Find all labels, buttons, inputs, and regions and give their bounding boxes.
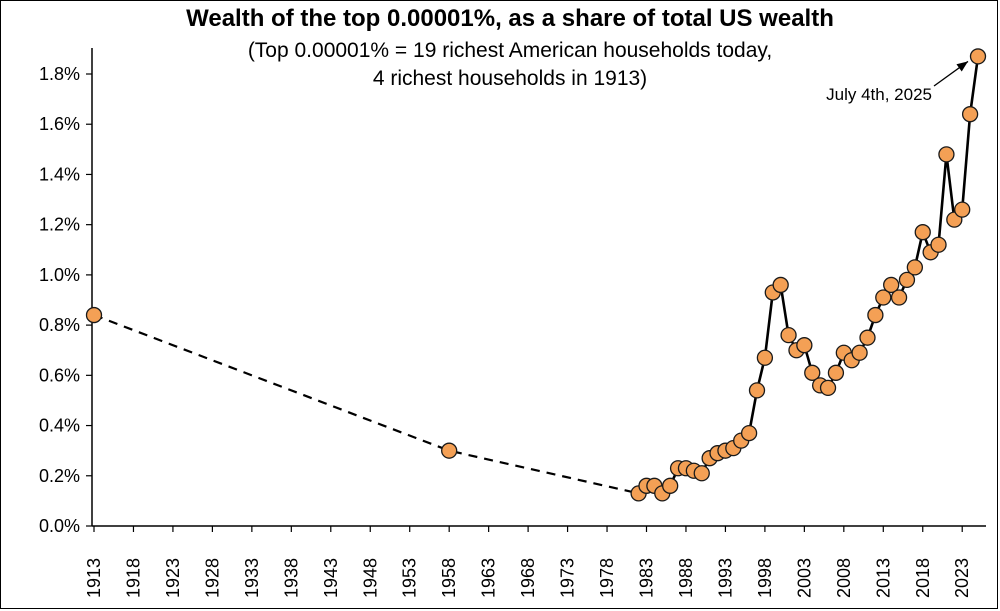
- data-point: [961, 106, 979, 123]
- data-point: [827, 364, 845, 381]
- data-point: [867, 306, 884, 324]
- y-tick-label: 1.2%: [39, 215, 80, 235]
- annotation-arrowhead: [956, 61, 968, 72]
- chart-subtitle-line-1: (Top 0.00001% = 19 richest American hous…: [248, 39, 772, 62]
- x-tick-label: 2018: [913, 558, 933, 598]
- x-tick-label: 1928: [202, 558, 222, 598]
- x-tick-label: 1953: [400, 558, 420, 598]
- data-point: [796, 337, 813, 354]
- chart-title: Wealth of the top 0.00001%, as a share o…: [186, 5, 834, 32]
- data-point: [898, 271, 916, 289]
- data-point: [890, 289, 908, 306]
- x-tick-labels: 1913 1918 1923 1928 1933 1938 1943 1948 1953 1958…: [84, 526, 972, 598]
- data-point: [756, 349, 774, 366]
- data-point: [914, 224, 931, 241]
- data-point: [662, 477, 679, 494]
- data-point: [969, 48, 987, 65]
- data-point: [938, 146, 955, 163]
- x-tick-label: 1913: [84, 558, 104, 598]
- data-point: [883, 276, 900, 294]
- series-line-dashed: [93, 314, 639, 495]
- y-tick-label: 0.8%: [39, 315, 80, 335]
- data-points: [85, 48, 987, 502]
- x-tick-label: 1948: [360, 558, 380, 598]
- x-tick-label: 1918: [123, 558, 143, 598]
- y-tick-label: 0.2%: [39, 466, 80, 486]
- y-tick-label: 0.4%: [39, 416, 80, 436]
- x-tick-label: 1988: [676, 558, 696, 598]
- x-tick-label: 1963: [479, 558, 499, 598]
- x-tick-label: 1998: [755, 558, 775, 598]
- y-tick-label: 1.8%: [39, 64, 80, 84]
- x-tick-label: 1938: [281, 558, 301, 598]
- data-point: [780, 327, 797, 344]
- data-point: [819, 379, 837, 397]
- data-point: [804, 364, 821, 381]
- data-point: [85, 306, 103, 324]
- data-point: [693, 465, 710, 482]
- data-point: [441, 442, 458, 459]
- data-point: [851, 344, 868, 361]
- x-tick-label: 1973: [558, 558, 578, 598]
- annotations: July 4th, 2025: [826, 60, 969, 104]
- y-tick-label: 1.0%: [39, 265, 80, 285]
- annotation-july-4th-2025: July 4th, 2025: [826, 85, 932, 104]
- x-tick-label: 1993: [715, 558, 735, 598]
- data-point: [930, 236, 947, 253]
- y-tick-label: 0.6%: [39, 365, 80, 385]
- y-tick-labels: 0.0% 0.2% 0.4% 0.6% 0.8% 1.0% 1.2% 1.4% 1.6% 1.8%: [39, 64, 92, 536]
- x-tick-label: 1943: [321, 558, 341, 598]
- y-tick-label: 1.6%: [39, 114, 80, 134]
- x-tick-label: 2013: [873, 558, 893, 598]
- chart-subtitle-line-2: 4 richest households in 1913): [373, 67, 647, 90]
- y-tick-label: 0.0%: [39, 516, 80, 536]
- x-tick-label: 2003: [794, 558, 814, 598]
- data-point: [906, 259, 924, 276]
- x-tick-label: 1933: [242, 558, 262, 598]
- x-tick-label: 1983: [637, 558, 657, 598]
- data-point: [954, 201, 971, 218]
- x-tick-label: 2008: [834, 558, 854, 598]
- series-line-solid: [637, 56, 980, 495]
- x-tick-label: 1958: [439, 558, 459, 598]
- data-point: [740, 424, 758, 442]
- series-lines: [93, 56, 980, 495]
- axes: [91, 48, 986, 527]
- data-point: [859, 329, 876, 346]
- x-tick-label: 2023: [952, 558, 972, 598]
- x-tick-label: 1968: [518, 558, 538, 598]
- data-point: [875, 289, 892, 306]
- data-point: [772, 276, 789, 294]
- x-tick-label: 1978: [597, 558, 617, 598]
- x-tick-label: 1923: [163, 558, 183, 598]
- data-point: [748, 382, 766, 399]
- y-tick-label: 1.4%: [39, 164, 80, 184]
